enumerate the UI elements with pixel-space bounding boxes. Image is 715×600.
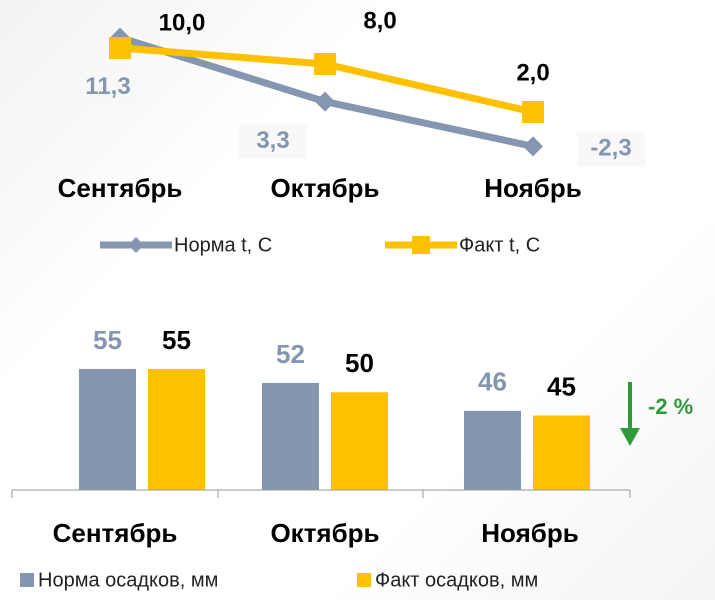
bar	[331, 392, 388, 490]
data-label: 55	[162, 325, 191, 355]
data-label: 55	[93, 325, 122, 355]
bar	[464, 410, 521, 490]
data-label: 10,0	[159, 9, 206, 36]
annotation: -2 %	[648, 394, 693, 419]
x-tick-label: Ноябрь	[481, 518, 578, 548]
data-label: 52	[276, 339, 305, 369]
label-box	[577, 132, 645, 167]
label-box	[239, 124, 307, 159]
marker	[523, 136, 543, 157]
x-tick-label: Ноябрь	[484, 173, 581, 203]
legend-swatch	[20, 573, 34, 587]
data-label: -2,3	[590, 135, 631, 162]
legend-label: Норма осадков, мм	[38, 569, 218, 591]
legend-swatch	[357, 573, 371, 587]
bar	[262, 382, 319, 490]
legend-marker	[412, 236, 430, 254]
marker	[522, 101, 544, 123]
arrow-head	[620, 428, 640, 446]
data-label: 8,0	[363, 7, 396, 34]
legend-label: Факт t, C	[459, 234, 540, 256]
label-box	[74, 70, 142, 105]
bar	[533, 415, 590, 490]
data-label: 11,3	[85, 73, 130, 100]
marker	[314, 53, 336, 75]
data-label: 2,0	[516, 59, 549, 86]
data-label: 45	[547, 371, 576, 401]
x-tick-label: Сентябрь	[53, 518, 178, 548]
bar	[79, 368, 136, 490]
legend-label: Норма t, C	[174, 234, 272, 256]
marker	[315, 91, 335, 112]
bar	[148, 368, 205, 490]
data-label: 46	[478, 367, 507, 397]
legend-label: Факт осадков, мм	[375, 569, 538, 591]
data-label: 50	[345, 348, 374, 378]
x-tick-label: Октябрь	[270, 173, 379, 203]
data-label: 3,3	[256, 127, 289, 154]
marker	[109, 37, 131, 59]
x-tick-label: Октябрь	[270, 518, 379, 548]
legend-marker	[128, 237, 144, 253]
x-tick-label: Сентябрь	[58, 173, 183, 203]
